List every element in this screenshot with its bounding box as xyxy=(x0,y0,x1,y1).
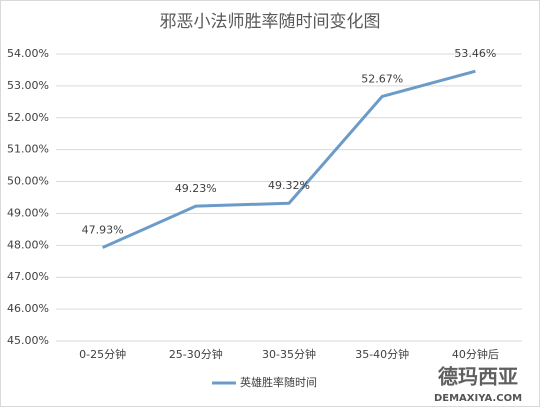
watermark-url: DEMAXIYA.COM xyxy=(434,393,522,404)
y-tick-label: 52.00% xyxy=(7,111,49,124)
y-tick-label: 54.00% xyxy=(7,47,49,60)
y-tick-label: 48.00% xyxy=(7,238,49,251)
y-tick-label: 53.00% xyxy=(7,79,49,92)
data-label: 49.23% xyxy=(175,182,217,195)
x-tick-label: 35-40分钟 xyxy=(355,347,409,361)
x-tick-label: 0-25分钟 xyxy=(79,347,126,361)
y-tick-label: 45.00% xyxy=(7,334,49,347)
series-line xyxy=(101,69,476,249)
data-label: 47.93% xyxy=(82,224,124,237)
y-tick-label: 51.00% xyxy=(7,143,49,156)
data-label: 49.32% xyxy=(268,179,310,192)
chart-title: 邪恶小法师胜率随时间变化图 xyxy=(160,12,381,32)
legend-label: 英雄胜率随时间 xyxy=(240,375,317,389)
x-tick-label: 40分钟后 xyxy=(452,347,499,361)
data-label: 52.67% xyxy=(361,72,403,85)
y-tick-label: 50.00% xyxy=(7,175,49,188)
y-tick-label: 47.00% xyxy=(7,270,49,283)
x-tick-label: 30-35分钟 xyxy=(262,347,316,361)
data-label: 53.46% xyxy=(454,47,496,60)
y-tick-label: 49.00% xyxy=(7,206,49,219)
x-tick-label: 25-30分钟 xyxy=(169,347,223,361)
watermark: 德玛西亚 xyxy=(438,365,518,389)
y-tick-label: 46.00% xyxy=(7,302,49,315)
